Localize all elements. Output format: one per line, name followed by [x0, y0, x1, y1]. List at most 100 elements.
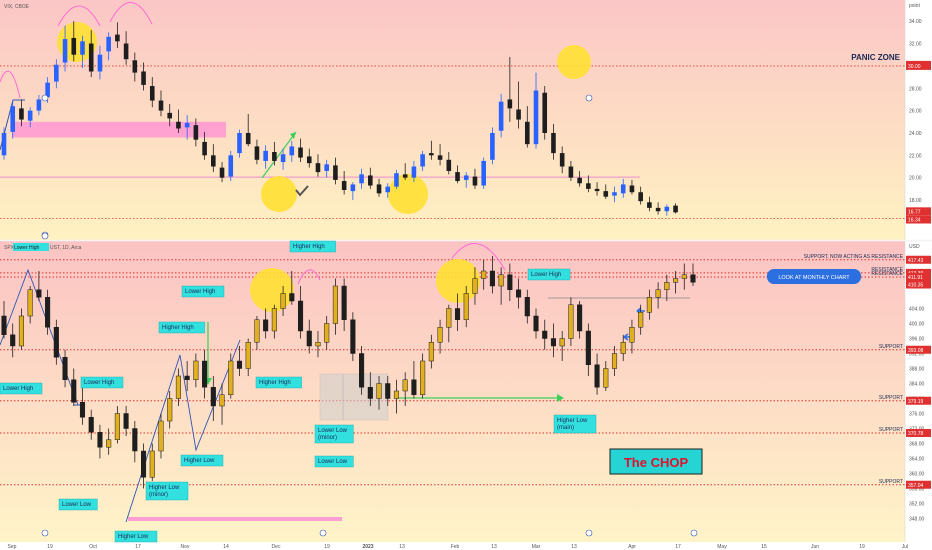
vix-candle-body [612, 192, 617, 196]
spx-candle-body [106, 439, 112, 448]
vix-candle-body [629, 185, 635, 193]
vix-candle-body [106, 36, 111, 52]
vix-candle-body [263, 150, 268, 161]
vix-candle-body [594, 188, 600, 192]
panic-zone-label: PANIC ZONE [851, 53, 900, 62]
vix-y-tick-label: 22.00 [909, 153, 922, 159]
spx-candle-body [140, 450, 147, 478]
vix-candle-body [429, 153, 434, 156]
dividend-marker [41, 529, 49, 537]
spx-candle-body [550, 338, 557, 347]
vix-candle-body [254, 146, 260, 160]
spx-unit-label: USD [909, 244, 920, 250]
label-lower-low-minor-bg [314, 424, 354, 444]
label-lower-high-1: Lower High [84, 380, 114, 386]
x-tick-label: Feb [451, 544, 460, 550]
vix-candle-body [359, 174, 364, 184]
vix-level-tag-label: 30.00 [908, 64, 921, 70]
vix-y-tick-label: 20.00 [909, 176, 922, 182]
spx-level-annotation: SUPPORT [879, 479, 903, 485]
spx-highlight-circle [436, 259, 480, 303]
spx-candle-body [524, 297, 530, 317]
spx-top-arc [451, 243, 506, 271]
spx-candle-body [45, 297, 51, 328]
vix-y-tick-label: 26.00 [909, 109, 922, 115]
spx-candle-body [585, 330, 591, 365]
time-axis-background [0, 542, 932, 550]
vix-candle-body [620, 184, 626, 194]
label-higher-high-3: Higher High [259, 380, 291, 386]
vix-candle-body [141, 71, 146, 85]
vix-candle-body [577, 177, 582, 184]
spx-y-tick-label: 396.00 [909, 337, 925, 343]
spx-candle-body [481, 270, 487, 279]
label-higher-low-left: Lower High [3, 386, 33, 392]
x-tick-label: 19 [859, 544, 865, 550]
x-tick-label: 13 [491, 544, 497, 550]
spx-y-tick-label: 368.00 [909, 442, 925, 448]
spx-candle-body [306, 330, 312, 347]
spx-candle-body [280, 293, 286, 309]
spx-candle-body [71, 379, 77, 403]
vix-panel-background [0, 0, 932, 240]
label-lower-low-bottom: Higher Low [118, 534, 149, 540]
vix-candle-body [655, 207, 661, 212]
spx-candle-body [341, 285, 347, 320]
spx-candle-body [36, 289, 42, 298]
spx-symbol-rest: UST, 1D, Arca [50, 245, 82, 251]
spx-candle-body [167, 398, 173, 422]
vix-candle-body [568, 166, 574, 178]
dividend-marker [319, 529, 327, 537]
label-higher-high-2-bg [158, 321, 205, 334]
spx-candle-body [393, 390, 400, 399]
vix-green-arrow-head [290, 132, 296, 139]
spx-candle-body [79, 402, 86, 418]
spx-y-tick-label: 392.00 [909, 352, 925, 358]
vix-candle-body [411, 166, 417, 178]
x-tick-label: 15 [761, 544, 767, 550]
vix-candle-body [350, 184, 356, 192]
spx-candle-body [507, 274, 513, 290]
vix-candle-body [36, 99, 42, 111]
vix-candle-body [54, 64, 59, 82]
spx-candle-body [158, 420, 164, 452]
vix-candle-body [237, 132, 242, 154]
spx-candle-body [10, 334, 16, 347]
spx-level-tag [906, 255, 931, 264]
vix-y-tick-label: 34.00 [909, 19, 922, 25]
vix-candle-body [123, 43, 129, 60]
vix-candle-body [202, 141, 207, 156]
vix-y-tick-label: 18.00 [909, 198, 922, 204]
x-tick-label: 19 [47, 544, 53, 550]
spx-candle-body [350, 319, 356, 354]
spx-candle-body [594, 364, 600, 388]
spx-symbol-overlap-bg [13, 243, 49, 251]
vix-candle-body [446, 159, 452, 171]
spx-level-tag [906, 429, 931, 437]
vix-candle-body [394, 173, 399, 187]
vix-candle-body [115, 34, 120, 42]
label-lower-low-bottom-bg [114, 530, 158, 543]
spx-y-tick-label: 404.00 [909, 307, 925, 313]
spx-level-tag-label: 417.43 [908, 258, 924, 264]
spx-highlight-circle [250, 268, 294, 312]
spx-candle-body [629, 327, 635, 343]
spx-candle-body [673, 278, 679, 283]
spx-candle-body [385, 383, 391, 399]
vix-candle-body [638, 192, 643, 202]
spx-y-tick-label: 360.00 [909, 472, 925, 478]
dividend-marker [585, 529, 593, 537]
vix-candle-body [45, 82, 50, 98]
spx-level-tag-label: 379.19 [908, 399, 924, 405]
vix-highlight-circle [261, 176, 297, 212]
spx-candle-body [638, 312, 644, 328]
spx-candle-body [315, 342, 321, 347]
x-tick-label: Jun [811, 544, 819, 550]
x-tick-label: Apr [628, 544, 636, 550]
spx-candle-body [690, 274, 696, 283]
label-lower-low-main-bg [314, 455, 354, 468]
spx-candle-body [202, 360, 208, 388]
vix-candle-body [472, 176, 478, 186]
